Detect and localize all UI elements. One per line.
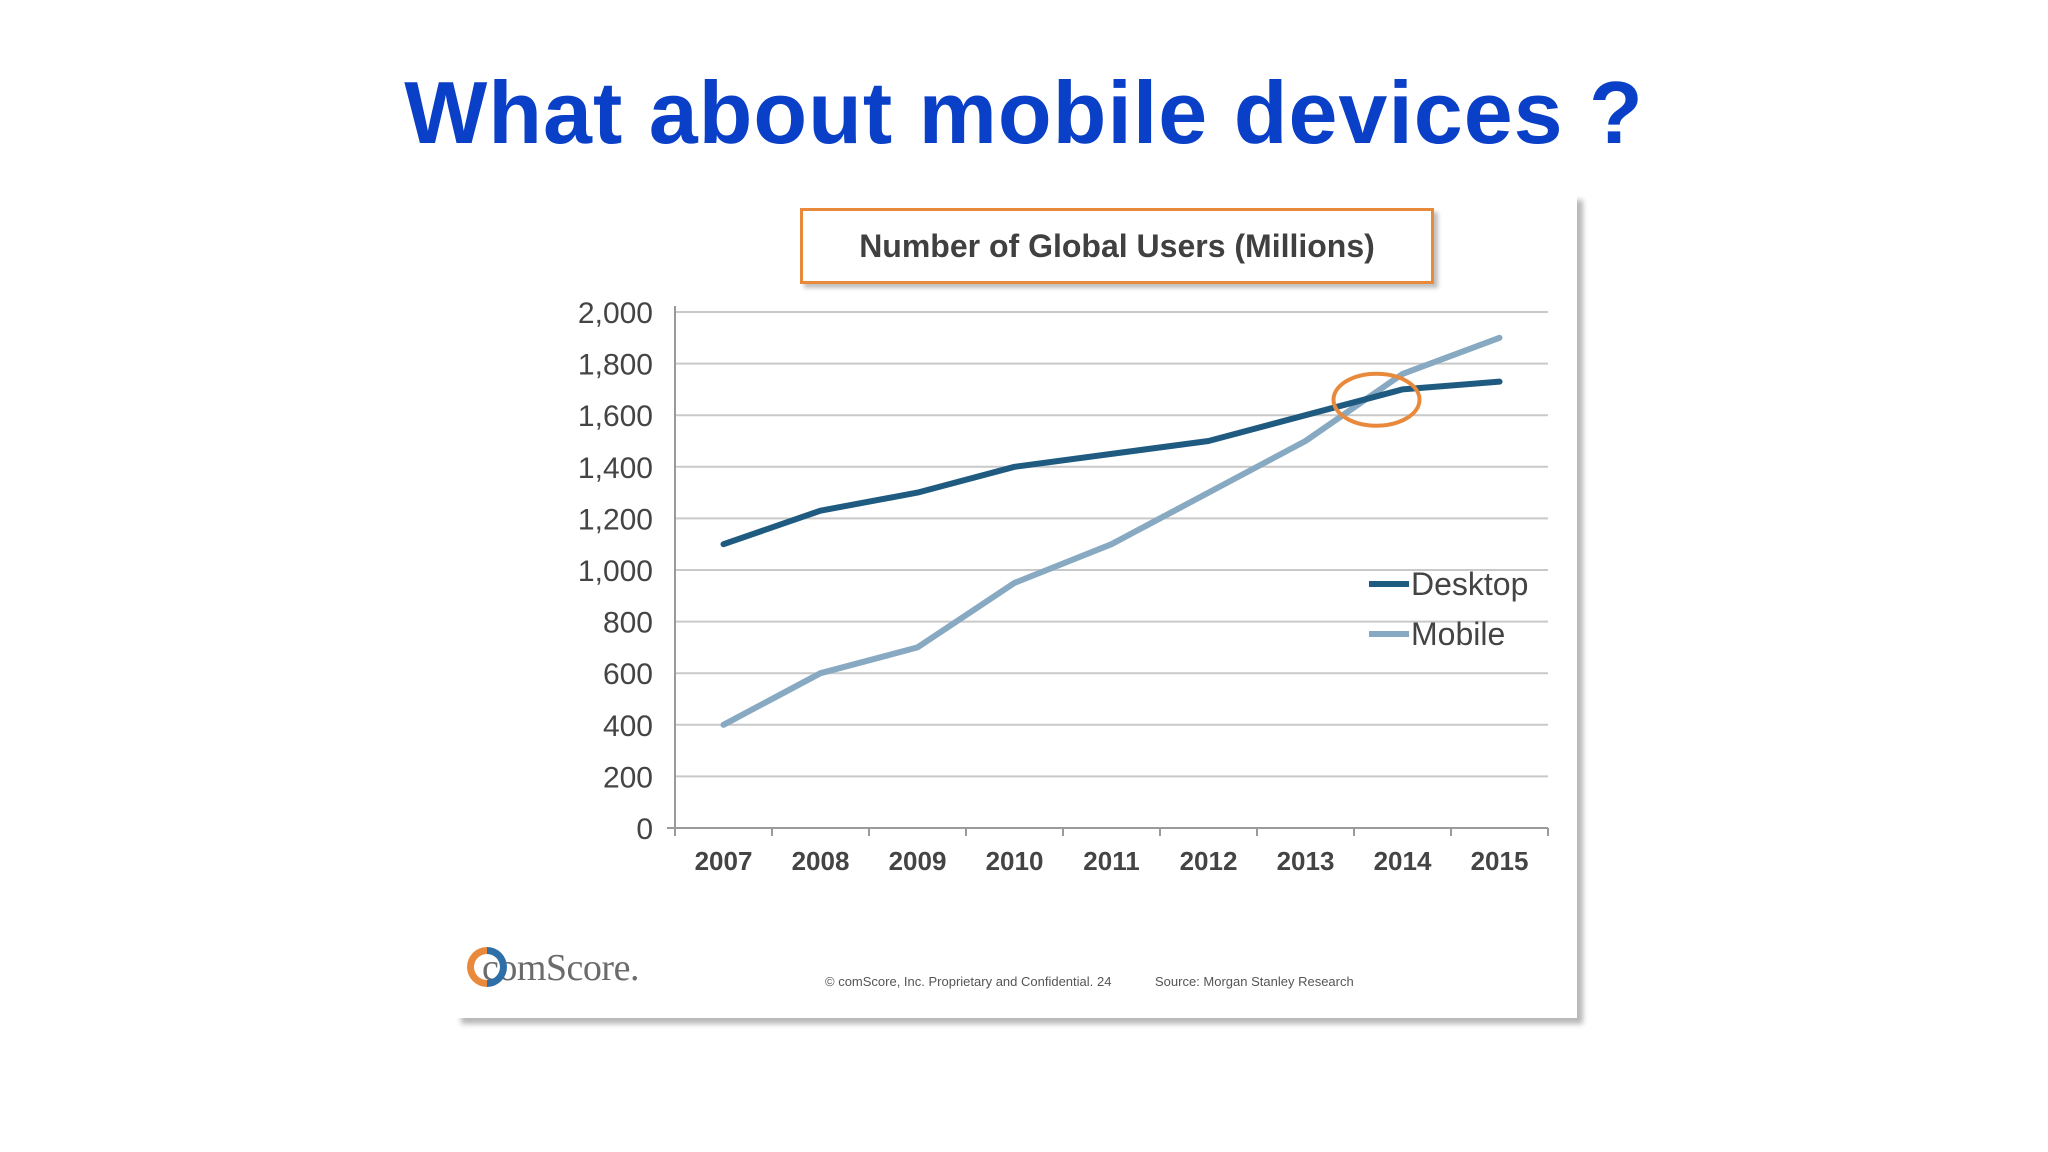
y-tick-label: 400 <box>603 710 653 743</box>
x-tick-label: 2015 <box>1471 846 1529 876</box>
x-tick-label: 2009 <box>889 846 947 876</box>
comscore-logo-icon <box>467 947 507 987</box>
x-tick-label: 2007 <box>695 846 753 876</box>
legend-label-mobile: Mobile <box>1411 616 1505 652</box>
y-tick-label: 600 <box>603 658 653 691</box>
slide-title: What about mobile devices ? <box>404 63 1644 162</box>
comscore-logo-text: comScore. <box>482 947 639 989</box>
x-tick-label: 2010 <box>986 846 1044 876</box>
comscore-logo: comScore. <box>466 946 639 990</box>
line-chart: 0 200 400 600 800 1,000 1,200 1,400 1,600 1,800 2,… <box>578 297 1549 876</box>
y-tick-label: 200 <box>603 761 653 794</box>
page-number: 24 <box>1097 974 1112 989</box>
y-tick-label: 1,200 <box>578 503 653 536</box>
source-note: Source: Morgan Stanley Research <box>1155 974 1354 989</box>
copyright-note: © comScore, Inc. Proprietary and Confide… <box>825 974 1094 989</box>
crossover-highlight-circle <box>1331 371 1422 428</box>
y-tick-label: 0 <box>636 813 653 846</box>
x-tick-label: 2014 <box>1374 846 1432 876</box>
x-tick-label: 2012 <box>1180 846 1238 876</box>
y-tick-label: 2,000 <box>578 297 653 330</box>
x-tick-label: 2008 <box>792 846 850 876</box>
legend-label-desktop: Desktop <box>1411 566 1528 602</box>
y-tick-label: 1,000 <box>578 555 653 588</box>
y-tick-label: 1,600 <box>578 400 653 433</box>
chart-image: 0 200 400 600 800 1,000 1,200 1,400 1,600 1,800 2,… <box>455 194 1577 1018</box>
x-tick-label: 2011 <box>1083 846 1139 876</box>
y-tick-label: 1,800 <box>578 349 653 382</box>
chart-title: Number of Global Users (Millions) <box>800 208 1434 284</box>
series-line-desktop <box>720 378 1503 548</box>
y-tick-label: 1,400 <box>578 452 653 485</box>
x-tick-label: 2013 <box>1277 846 1335 876</box>
y-tick-label: 800 <box>603 607 653 640</box>
